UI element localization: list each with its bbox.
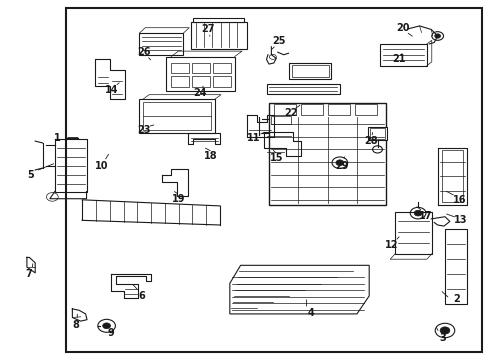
Circle shape — [439, 327, 449, 334]
Text: 24: 24 — [192, 88, 206, 98]
Text: 22: 22 — [284, 108, 298, 118]
Bar — [367, 127, 386, 140]
Text: 15: 15 — [269, 153, 283, 163]
Text: 7: 7 — [25, 269, 32, 279]
Bar — [300, 104, 322, 115]
Text: 26: 26 — [137, 47, 151, 57]
Text: 28: 28 — [363, 136, 377, 146]
Text: 9: 9 — [107, 328, 114, 338]
Bar — [394, 212, 431, 254]
Text: 5: 5 — [27, 170, 34, 180]
Text: 4: 4 — [306, 308, 313, 318]
Bar — [271, 116, 290, 124]
Bar — [139, 33, 183, 55]
Text: 21: 21 — [391, 54, 405, 64]
Circle shape — [434, 34, 440, 38]
Text: 11: 11 — [246, 132, 260, 143]
Bar — [289, 63, 330, 79]
Bar — [213, 63, 230, 73]
Text: 17: 17 — [418, 211, 431, 221]
Bar — [213, 76, 230, 87]
Text: 6: 6 — [138, 291, 145, 301]
Bar — [143, 102, 211, 130]
Bar — [273, 104, 295, 115]
Bar — [441, 150, 462, 202]
Bar — [266, 84, 339, 94]
Text: 14: 14 — [104, 85, 118, 95]
Bar — [380, 44, 426, 66]
Text: 8: 8 — [72, 320, 79, 330]
Bar — [66, 8, 481, 352]
Bar — [171, 63, 188, 73]
Text: 12: 12 — [384, 240, 397, 250]
Text: 3: 3 — [438, 333, 445, 343]
Bar — [192, 63, 209, 73]
Text: 27: 27 — [201, 24, 215, 34]
Text: 13: 13 — [453, 215, 467, 225]
Text: 10: 10 — [95, 161, 108, 171]
Text: 29: 29 — [335, 161, 348, 171]
Bar — [171, 76, 188, 87]
Text: 20: 20 — [396, 23, 409, 33]
Text: 1: 1 — [54, 132, 61, 143]
Bar — [291, 65, 328, 77]
Text: 18: 18 — [203, 150, 217, 161]
Bar — [190, 22, 246, 49]
Bar — [444, 229, 466, 304]
Bar — [268, 103, 386, 205]
Text: 16: 16 — [452, 195, 466, 205]
Text: 19: 19 — [171, 194, 185, 204]
Circle shape — [335, 160, 343, 166]
Bar — [369, 128, 385, 139]
Text: 2: 2 — [452, 294, 459, 304]
Polygon shape — [229, 265, 368, 314]
Circle shape — [102, 323, 110, 329]
Circle shape — [413, 210, 421, 216]
Text: 25: 25 — [271, 36, 285, 46]
Bar — [354, 104, 376, 115]
Bar — [139, 99, 215, 133]
Text: 23: 23 — [137, 125, 151, 135]
Bar — [166, 57, 234, 91]
Bar — [193, 18, 244, 22]
Bar — [327, 104, 349, 115]
Bar — [192, 76, 209, 87]
